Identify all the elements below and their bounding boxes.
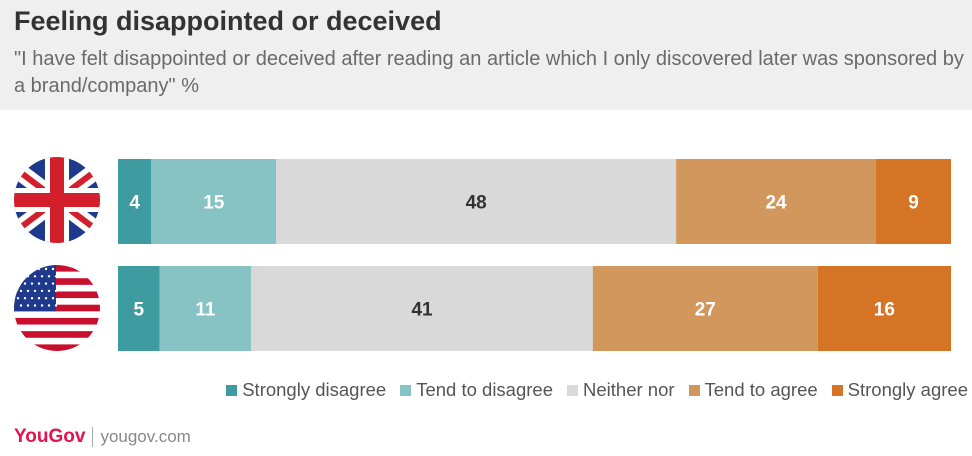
legend-swatch <box>226 384 238 396</box>
data-label: 27 <box>695 300 716 321</box>
legend-swatch <box>831 384 843 396</box>
footer-url: yougov.com <box>100 427 191 446</box>
bar-strongly-disagree-0 <box>118 159 152 244</box>
bar-tend-to-agree-1 <box>592 266 818 351</box>
bar-tend-to-agree-0 <box>676 159 877 244</box>
legend-label: Neither nor <box>583 379 675 400</box>
bar-tend-to-disagree-1 <box>159 266 252 351</box>
legend-label: Strongly agree <box>847 379 968 400</box>
data-label: 16 <box>874 300 895 321</box>
footer-divider <box>92 427 94 447</box>
data-label: 24 <box>765 193 787 214</box>
data-label: 11 <box>195 300 216 321</box>
uk-flag-icon <box>14 157 100 243</box>
legend-item: Neither nor <box>567 379 675 401</box>
footer: YouGov yougov.com <box>14 426 191 448</box>
bar-tend-to-disagree-0 <box>151 159 277 244</box>
bar-neither-nor-0 <box>276 159 677 244</box>
data-label: 4 <box>129 193 140 214</box>
chart-subtitle: "I have felt disappointed or deceived af… <box>14 48 964 97</box>
bar-neither-nor-1 <box>251 266 593 351</box>
header: Feeling disappointed or deceived "I have… <box>0 0 972 110</box>
data-label: 9 <box>908 193 919 214</box>
yougov-logo: YouGov <box>14 426 86 447</box>
chart-title: Feeling disappointed or deceived <box>14 6 442 36</box>
stacked-bar-chart: 4 15 48 24 9 5 11 41 27 16 <box>14 157 951 351</box>
legend-item: Tend to agree <box>688 379 818 401</box>
legend-label: Tend to disagree <box>416 379 553 400</box>
legend-item: Strongly agree <box>831 379 968 401</box>
data-label: 5 <box>134 300 145 321</box>
legend: Strongly disagree Tend to disagree Neither… <box>118 379 968 401</box>
bar-strongly-agree-1 <box>817 266 951 351</box>
bar-strongly-agree-0 <box>876 159 951 244</box>
legend-swatch <box>400 384 412 396</box>
legend-label: Tend to agree <box>704 379 818 400</box>
legend-label: Strongly disagree <box>242 379 387 400</box>
bar-strongly-disagree-1 <box>118 266 160 351</box>
data-label: 48 <box>466 193 487 214</box>
legend-swatch <box>567 384 578 396</box>
data-label: 15 <box>203 193 225 214</box>
legend-item: Strongly disagree <box>226 379 386 401</box>
us-flag-icon <box>14 265 100 351</box>
data-label: 41 <box>411 300 433 321</box>
legend-item: Tend to disagree <box>400 379 553 401</box>
legend-swatch <box>688 384 700 396</box>
